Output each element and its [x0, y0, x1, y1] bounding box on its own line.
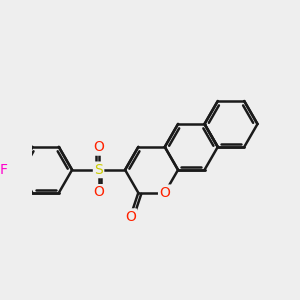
- Text: O: O: [125, 210, 136, 224]
- Text: O: O: [93, 140, 104, 154]
- Text: F: F: [0, 163, 7, 177]
- Text: S: S: [94, 163, 103, 177]
- Text: O: O: [93, 185, 104, 200]
- Text: O: O: [159, 186, 170, 200]
